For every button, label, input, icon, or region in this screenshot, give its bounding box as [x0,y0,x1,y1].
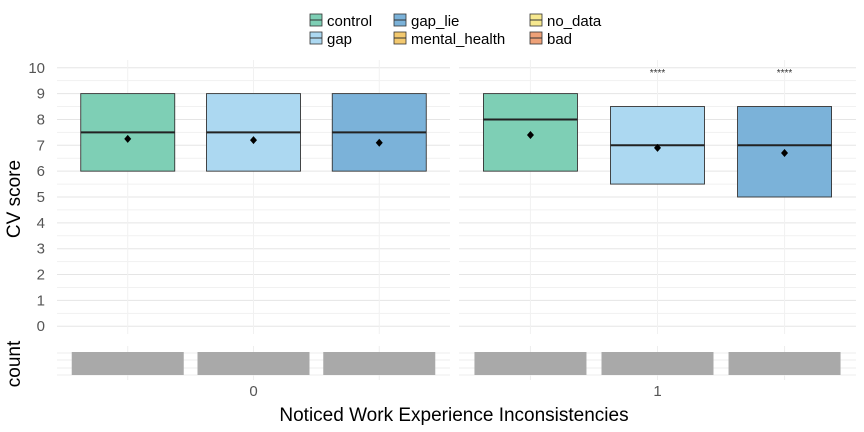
count-bar [323,352,436,375]
mean-marker [124,134,132,143]
mean-marker [250,136,257,145]
boxplots: **** **** [80,68,832,198]
y-axis: 0 1 2 3 4 5 6 7 8 9 10 [28,60,45,335]
significance-label: **** [777,68,793,79]
count-axis-title: count [4,340,25,387]
legend-label: gap_lie [411,13,459,30]
mean-marker [375,138,383,147]
legend-item-bad: bad [529,31,572,48]
count-bar [71,352,184,375]
y-axis-title: CV score [4,160,25,238]
x-tick-label: 0 [249,383,257,400]
box-control-panel-1 [483,93,578,172]
legend-label: control [327,13,372,30]
box-gap-panel-0 [206,93,301,172]
legend-label: mental_health [411,31,505,48]
legend-item-control: control [309,13,372,30]
y-tick-label: 8 [37,111,45,128]
count-bar [601,352,714,375]
y-tick-label: 1 [37,292,45,309]
y-tick-label: 0 [37,318,45,335]
y-tick-label: 10 [28,60,45,77]
y-tick-label: 7 [37,137,45,154]
x-axis-title: Noticed Work Experience Inconsistencies [279,405,628,426]
y-tick-label: 3 [37,241,45,258]
count-bar [197,352,310,375]
mean-marker [781,149,789,158]
y-tick-label: 4 [37,215,45,232]
mean-marker [654,143,661,152]
box-gap-lie-panel-0 [331,93,427,172]
count-bar [474,352,587,375]
box-gap-lie-panel-1: **** [737,68,832,198]
legend-label: gap [327,31,352,48]
count-bar [728,352,841,375]
y-tick-label: 2 [37,267,45,284]
y-tick-label: 9 [37,86,45,103]
legend-label: bad [547,31,572,48]
legend-item-mental-health: mental_health [393,31,505,48]
box-gap-panel-1: **** [610,68,705,185]
legend-item-no-data: no_data [529,13,602,30]
legend-item-gap-lie: gap_lie [393,13,459,30]
mean-marker [526,130,534,139]
x-tick-label: 1 [653,383,661,400]
y-tick-label: 6 [37,163,45,180]
significance-label: **** [650,68,666,79]
legend-item-gap: gap [309,31,352,48]
gridlines [57,60,856,334]
box-control-panel-0 [80,93,176,172]
legend-label: no_data [547,13,602,30]
y-tick-label: 5 [37,189,45,206]
count-panel [57,346,856,380]
